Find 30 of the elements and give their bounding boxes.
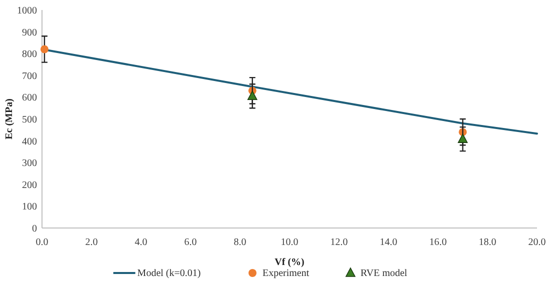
x-tick-label: 4.0 <box>134 237 148 248</box>
point <box>247 90 258 100</box>
legend-label: RVE model <box>360 268 408 279</box>
y-tick-label: 400 <box>22 136 37 148</box>
x-tick-label: 20.0 <box>528 237 546 248</box>
y-tick-label: 600 <box>22 92 37 104</box>
x-axis-title: Vf (%) <box>274 257 304 268</box>
y-tick-label: 800 <box>22 49 37 60</box>
x-tick-label: 6.0 <box>184 237 197 248</box>
x-tick-label: 8.0 <box>234 237 246 248</box>
point <box>40 45 48 54</box>
x-tick-label: 12.0 <box>330 237 348 248</box>
y-tick-label: 500 <box>22 114 37 126</box>
y-axis-title: Ec (MPa) <box>4 98 15 140</box>
x-tick-label: 14.0 <box>380 237 398 248</box>
legend-label: Model (k=0.01) <box>137 268 201 279</box>
y-tick-label: 900 <box>22 27 37 38</box>
y-tick-label: 100 <box>22 202 37 213</box>
y-tick-label: 200 <box>22 180 37 191</box>
x-tick-label: 2.0 <box>85 237 98 248</box>
x-tick-label: 18.0 <box>478 237 496 248</box>
y-tick-label: 0 <box>32 224 37 234</box>
x-tick-label: 16.0 <box>429 237 447 248</box>
x-tick-label: 10.0 <box>280 237 298 248</box>
point <box>458 134 468 143</box>
y-tick-label: 1000 <box>17 6 37 16</box>
legend-label: Experiment <box>262 268 310 279</box>
x-tick-label: 0.0 <box>36 237 48 248</box>
y-tick-label: 300 <box>22 158 37 170</box>
y-tick-label: 700 <box>22 70 37 82</box>
